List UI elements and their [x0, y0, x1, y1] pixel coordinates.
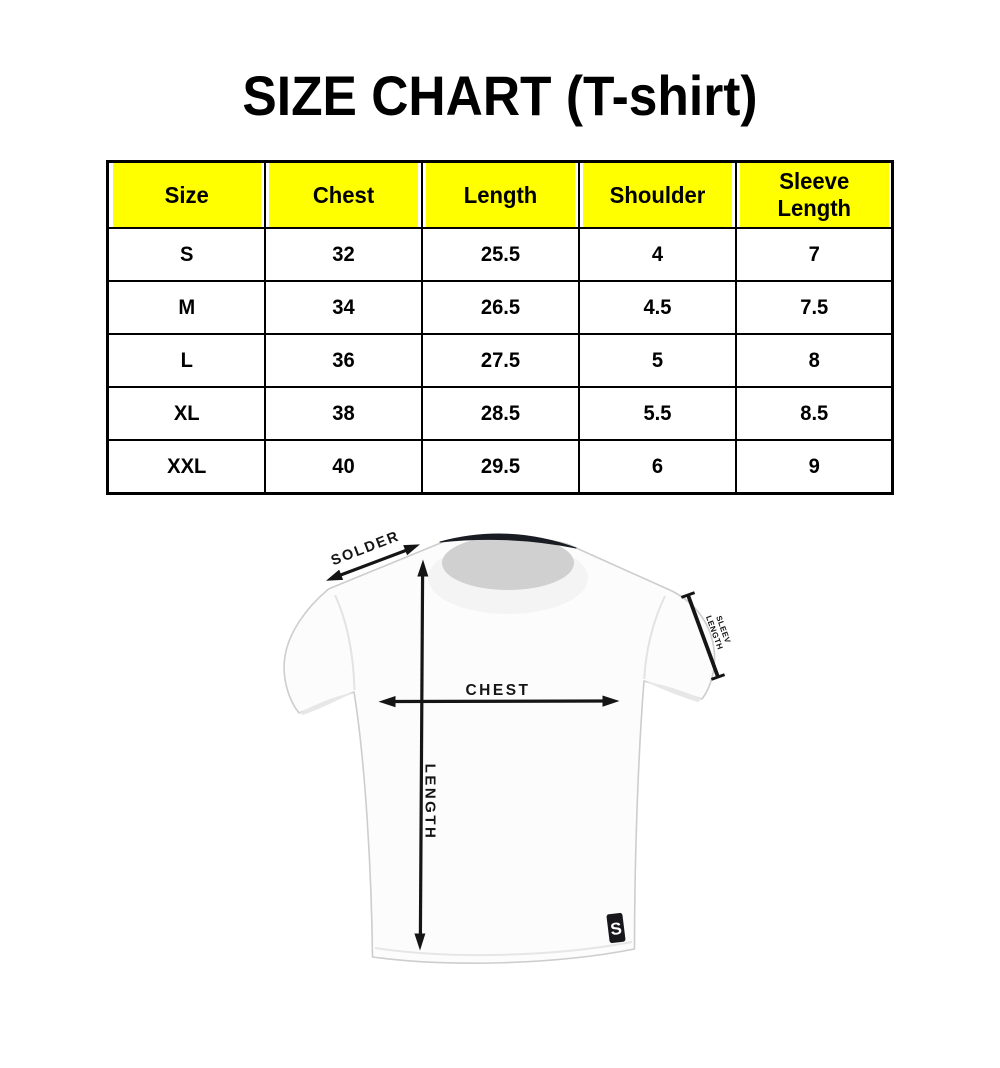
length-label: LENGTH: [422, 764, 439, 841]
table-cell: XXL: [109, 439, 263, 495]
column-header-shoulder: Shoulder: [580, 160, 734, 229]
column-header-size: Size: [109, 160, 263, 229]
table-cell: 5.5: [580, 386, 734, 441]
table-cell: 27.5: [423, 333, 577, 388]
chest-measure-arrow: [378, 695, 620, 708]
right-sleeve-seam: [643, 595, 666, 680]
table-row-xxl: XXL 40 29.5 6 9: [108, 439, 893, 495]
sleeve-measure-line: [680, 591, 726, 681]
hem-seam: [374, 941, 633, 957]
table-cell: 32: [266, 227, 420, 282]
table-row-xl: XL 38 28.5 5.5 8.5: [108, 386, 893, 441]
table-cell: 36: [266, 333, 420, 388]
size-chart-table: Size Chest Length Shoulder Sleeve Length…: [106, 160, 894, 495]
column-header-length: Length: [423, 160, 577, 229]
neck-opening: [442, 536, 574, 590]
svg-text:S: S: [609, 919, 623, 939]
page-title: SIZE CHART (T-shirt): [242, 64, 758, 127]
table-cell: 9: [737, 439, 891, 495]
table-cell: L: [109, 333, 263, 388]
table-cell: 4: [580, 227, 734, 282]
tshirt-body: [283, 536, 716, 964]
size-chart-page: SIZE CHART (T-shirt) Size Chest Length S…: [0, 68, 1000, 1068]
table-cell: 38: [266, 386, 420, 441]
table-row-m: M 34 26.5 4.5 7.5: [108, 280, 893, 335]
table-row-l: L 36 27.5 5 8: [108, 333, 893, 388]
tshirt-diagram-svg: SOLDER LENGTH CHEST SLEEV: [283, 528, 732, 964]
brand-logo: S: [606, 912, 626, 944]
length-measure-arrow: [414, 559, 429, 951]
left-sleeve-shade: [299, 692, 354, 715]
table-cell: M: [109, 280, 263, 335]
table-cell: 8.5: [737, 386, 891, 441]
table-cell: 6: [580, 439, 734, 495]
shoulder-measure-arrow: [326, 544, 420, 581]
table-cell: 25.5: [423, 227, 577, 282]
table-cell: 26.5: [423, 280, 577, 335]
table-cell: 29.5: [423, 439, 577, 495]
table-row-s: S 32 25.5 4 7: [108, 227, 893, 282]
table-cell: 8: [737, 333, 891, 388]
table-cell: 4.5: [580, 280, 734, 335]
right-sleeve-shade: [644, 681, 702, 702]
table-cell: 40: [266, 439, 420, 495]
column-header-chest: Chest: [266, 160, 420, 229]
tshirt-measurement-diagram: SOLDER LENGTH CHEST SLEEV: [264, 513, 736, 984]
table-cell: 28.5: [423, 386, 577, 441]
column-header-sleeve-length: Sleeve Length: [737, 160, 891, 229]
table-cell: S: [109, 227, 263, 282]
header-row: Size Chest Length Shoulder Sleeve Length: [108, 160, 893, 229]
table-cell: 34: [266, 280, 420, 335]
collar-band: [439, 533, 577, 549]
table-cell: 7: [737, 227, 891, 282]
table-cell: 5: [580, 333, 734, 388]
table-cell: 7.5: [737, 280, 891, 335]
left-sleeve-seam: [334, 594, 356, 691]
table-cell: XL: [109, 386, 263, 441]
chest-label: CHEST: [465, 682, 530, 699]
